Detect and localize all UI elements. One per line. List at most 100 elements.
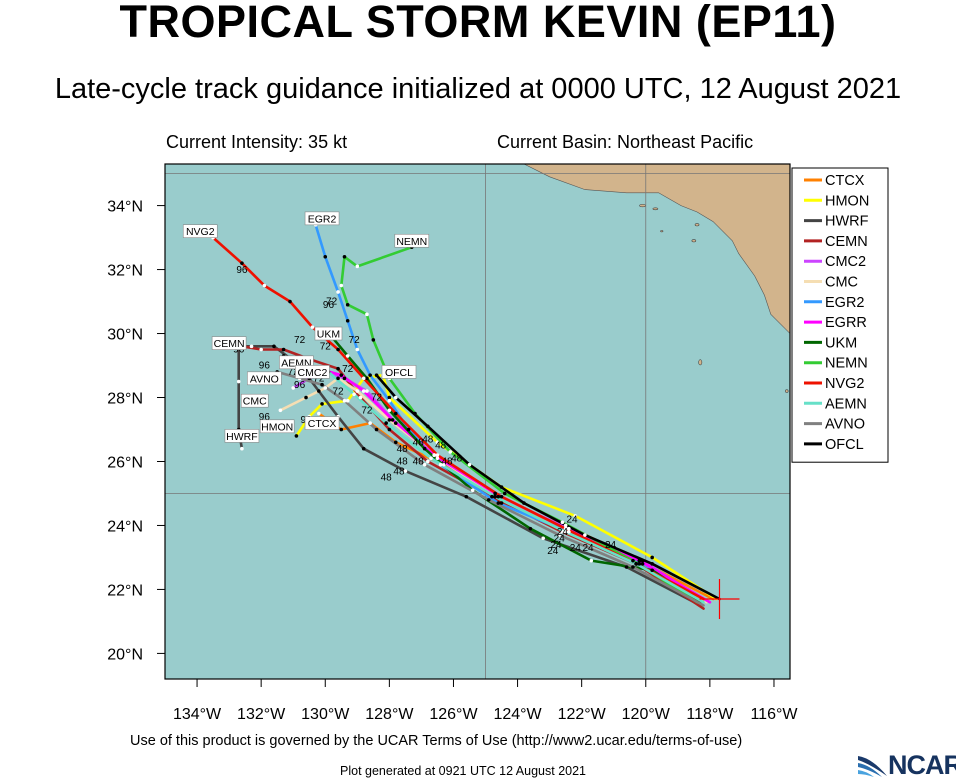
track-point-avno (422, 462, 427, 467)
forecast-hour-label: 48 (422, 434, 434, 445)
track-point-egrr (637, 558, 642, 563)
label-text: OFCL (385, 367, 413, 379)
island-3 (694, 223, 700, 227)
track-point-ctcx (563, 523, 568, 528)
track-point-ofcl (374, 373, 379, 377)
island-5 (660, 230, 664, 233)
legend-entry: CMC (825, 275, 858, 291)
track-point-cmc2 (435, 456, 440, 461)
track-point-nemn (339, 283, 344, 288)
track-point-egr2 (567, 530, 571, 534)
forecast-hour-label: 24 (605, 540, 617, 551)
lat-tick-label: 34°N (107, 199, 143, 216)
forecast-hour-label: 96 (259, 412, 271, 423)
legend-entry: CTCX (825, 173, 865, 189)
track-point-cemn (259, 347, 263, 352)
forecast-hour-label: 72 (313, 374, 325, 385)
track-point-hmon (435, 440, 440, 445)
lat-tick-label: 22°N (107, 582, 143, 599)
lat-tick-label: 24°N (107, 518, 143, 535)
forecast-hour-label: 96 (259, 361, 271, 372)
track-end-label-ctcx: CTCX (304, 416, 340, 430)
track-point-nemn (371, 338, 376, 342)
track-point-avno (320, 382, 324, 387)
ncar-logo: NCAR (858, 750, 956, 780)
track-point-egr2 (323, 254, 328, 259)
label-box (381, 365, 417, 379)
forecast-hour-label: 48 (413, 457, 425, 468)
track-point-ctcx (499, 501, 504, 505)
track-point-egrr (390, 418, 395, 422)
forecast-hour-label: 48 (441, 457, 453, 468)
lat-tick-label: 28°N (107, 391, 143, 408)
chart-subtitle: Late-cycle track guidance initialized at… (54, 73, 902, 105)
track-point-hmon (320, 402, 324, 406)
track-point-nvg2 (361, 376, 366, 381)
map-content: 9696727272729696967272729672727296964848… (165, 164, 790, 679)
label-text: HMON (261, 421, 293, 433)
track-point-nvg2 (336, 347, 340, 352)
track-point-egrr (493, 491, 497, 496)
lon-tick-label: 128°W (365, 706, 414, 723)
track-point-nvg2 (288, 299, 292, 304)
track-end-label-cemn: CEMN (211, 336, 247, 350)
forecast-hour-label: 24 (547, 546, 559, 557)
track-point-ofcl (426, 424, 430, 429)
label-text: CTCX (308, 418, 337, 430)
track-point-ofcl (393, 395, 398, 400)
label-box (304, 416, 340, 430)
track-point-ukm (470, 488, 475, 493)
ncar-logo-text: NCAR (888, 750, 956, 780)
track-point-nemn (355, 264, 360, 269)
label-box (247, 371, 282, 386)
track-point-cmc2 (640, 558, 645, 563)
legend-entry: EGR2 (825, 295, 865, 311)
track-avno (275, 370, 705, 607)
label-box (304, 211, 340, 226)
forecast-hour-label: 24 (554, 533, 566, 544)
track-point-ofcl (583, 533, 587, 537)
legend-entry: NEMN (825, 356, 868, 372)
track-point-ctcx (339, 427, 344, 432)
track-point-ofcl (650, 562, 654, 566)
land-area (523, 164, 790, 334)
track-point-hmon (499, 485, 504, 489)
track-point-hmon (573, 514, 578, 518)
track-point-nvg2 (499, 494, 504, 499)
track-point-ukm (345, 354, 350, 358)
island-2 (652, 207, 659, 211)
lon-tick-label: 134°W (173, 706, 222, 723)
forecast-hour-label: 24 (550, 540, 562, 551)
plot-generated-time: Plot generated at 0921 UTC 12 August 202… (340, 764, 587, 778)
track-point-hwrf (249, 344, 254, 349)
track-point-ctcx (393, 440, 398, 445)
legend-entry: AEMN (825, 396, 867, 412)
track-point-hmon (650, 555, 654, 560)
track-point-cemn (281, 347, 286, 352)
track-point-cmc2 (342, 376, 347, 381)
track-point-cmc2 (496, 494, 501, 499)
track-point-avno (631, 565, 635, 569)
track-point-egr2 (355, 347, 360, 352)
track-end-label-cmc: CMC (240, 393, 269, 408)
track-point-egr2 (336, 290, 340, 294)
forecast-hour-label: 24 (583, 543, 595, 554)
track-point-cmc (278, 408, 283, 413)
track-point-cmc (637, 562, 642, 566)
legend-entry: HMON (825, 193, 869, 209)
track-point-egr2 (438, 462, 443, 467)
track-point-cmc2 (393, 421, 398, 425)
track-point-hwrf (624, 565, 629, 569)
lon-tick-label: 116°W (750, 706, 798, 723)
legend-entry: AVNO (825, 417, 865, 433)
track-point-nemn (342, 254, 347, 259)
track-point-nvg2 (310, 325, 315, 329)
track-point-nemn (345, 302, 350, 307)
track-point-nemn (413, 411, 417, 416)
legend-entry: CEMN (825, 234, 868, 250)
track-point-hmon (387, 395, 392, 400)
track-point-cmc2 (291, 386, 296, 390)
label-text: CMC (243, 396, 267, 408)
label-text: CEMN (214, 338, 245, 350)
label-text: AVNO (250, 373, 279, 385)
